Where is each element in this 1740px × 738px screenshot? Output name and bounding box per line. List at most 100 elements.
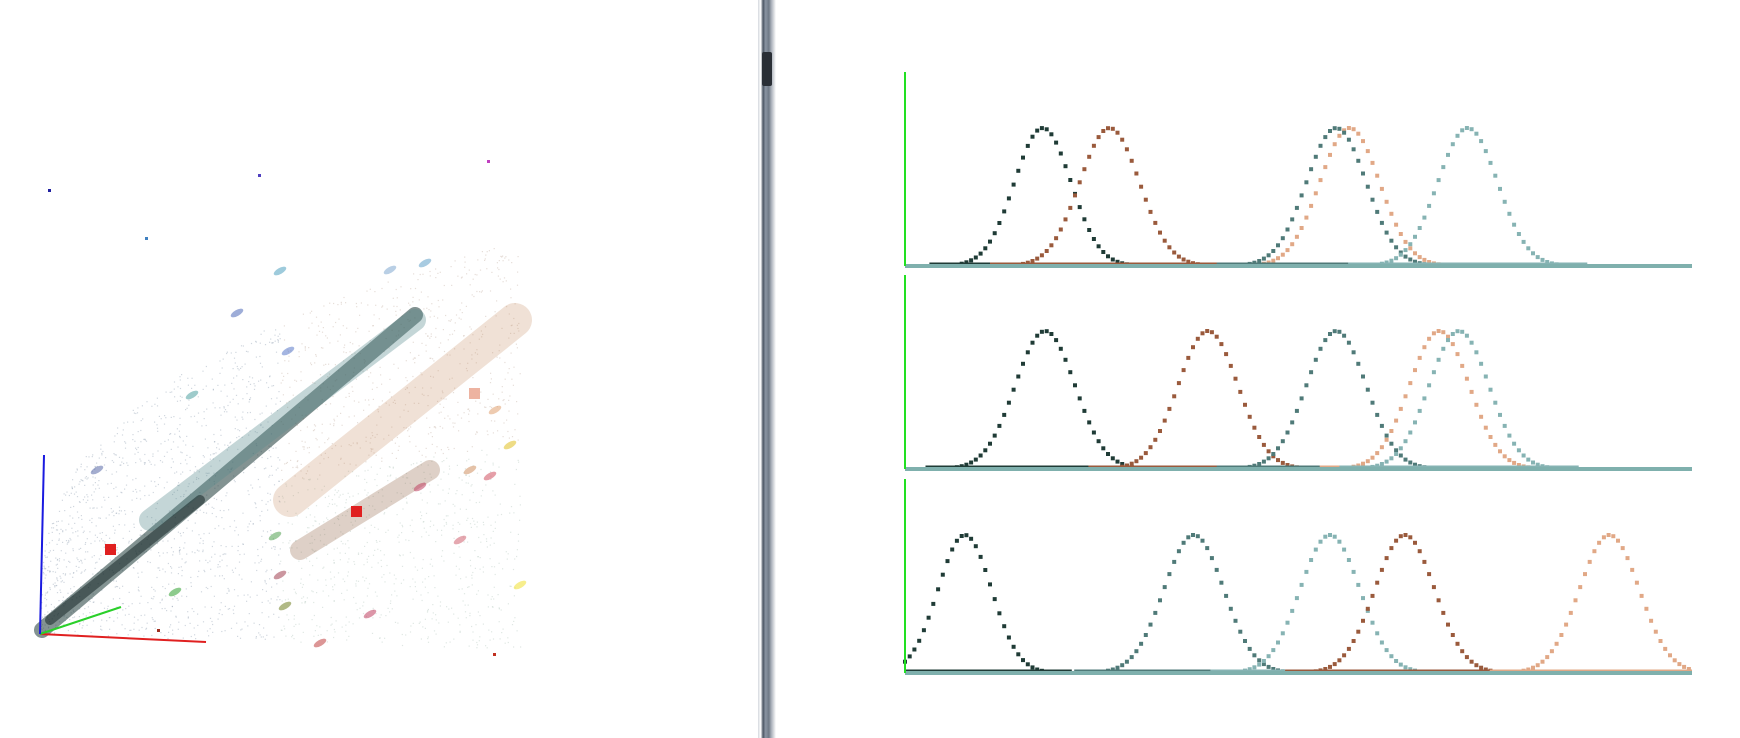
color-scatter-plot[interactable] (0, 0, 758, 738)
scatter-point (194, 552, 196, 554)
scatter-point (143, 462, 145, 464)
curve-point (1002, 412, 1007, 417)
selected-point-marker[interactable] (351, 506, 362, 517)
scatter-point (498, 350, 500, 352)
scatter-point (354, 520, 356, 522)
color-cluster (363, 609, 377, 619)
scatter-point (112, 598, 114, 600)
curve-point (1625, 556, 1630, 561)
curve-point (1176, 381, 1181, 386)
scatter-point (91, 456, 93, 458)
curve-point (1162, 418, 1167, 423)
scatter-point (155, 519, 157, 521)
scatter-point (68, 560, 70, 562)
scatter-point (167, 562, 169, 565)
scatter-point (304, 602, 306, 604)
scatter-point (339, 334, 341, 336)
scatter-point (119, 597, 121, 600)
scatter-point (279, 599, 281, 601)
panel-splitter[interactable] (758, 0, 776, 738)
scatter-view-panel[interactable] (0, 0, 758, 738)
scatter-point (414, 362, 416, 364)
curve-point (1082, 167, 1087, 172)
scatter-point (304, 601, 306, 603)
curve-point (1488, 160, 1493, 165)
scatter-point (58, 558, 61, 560)
scatter-point (314, 516, 316, 518)
scatter-point (435, 619, 437, 621)
scatter-point (498, 607, 500, 609)
curve-point (1025, 350, 1030, 355)
splitter-grip[interactable] (762, 52, 772, 86)
curve-point (1507, 433, 1512, 438)
curve-point (1365, 606, 1370, 611)
scatter-point (492, 606, 494, 608)
curve-point (1446, 622, 1450, 627)
scatter-point (409, 441, 411, 443)
scatter-point (277, 341, 279, 343)
scatter-point (236, 437, 238, 439)
scatter-point (427, 592, 429, 594)
color-cluster (383, 265, 397, 275)
scatter-point (475, 502, 477, 504)
scatter-point (68, 494, 70, 497)
scatter-point (132, 490, 134, 492)
curve-point (1389, 456, 1394, 461)
scatter-point (402, 526, 404, 528)
scatter-point (337, 490, 340, 492)
scatter-point (510, 506, 513, 508)
scatter-point (172, 551, 174, 553)
scatter-point (158, 567, 160, 569)
scatter-point (394, 442, 396, 444)
scatter-point (177, 386, 179, 388)
scatter-point (501, 391, 503, 393)
curve-point (1068, 370, 1073, 375)
scatter-point (270, 465, 273, 467)
curve-point (1498, 412, 1502, 417)
scatter-point (373, 314, 375, 316)
scatter-point (380, 614, 382, 616)
scatter-point (287, 598, 289, 600)
scatter-point (502, 628, 504, 630)
selected-point-marker[interactable] (105, 544, 116, 555)
scatter-point (409, 631, 412, 633)
scatter-point (146, 622, 148, 624)
curve-point (1087, 228, 1092, 232)
scatter-point (471, 574, 473, 576)
scatter-point (249, 430, 251, 432)
scatter-point (95, 525, 97, 527)
scatter-point (300, 429, 302, 432)
curve-point (1172, 394, 1177, 399)
curve-point (1323, 338, 1328, 343)
curve-point (1427, 260, 1432, 264)
scatter-point (48, 542, 51, 544)
curve-point (1611, 534, 1616, 539)
selected-point-marker[interactable] (469, 388, 480, 399)
scatter-point (128, 613, 130, 615)
curve-point (1328, 533, 1332, 537)
scatter-point (72, 617, 74, 619)
scatter-point (362, 576, 364, 578)
scatter-point (406, 387, 408, 389)
scatter-point (172, 461, 174, 463)
scatter-point (92, 454, 94, 456)
scatter-point (463, 348, 465, 350)
scatter-point (368, 583, 371, 585)
scatter-point (461, 479, 463, 481)
scatter-point (365, 440, 367, 442)
scatter-point (81, 627, 83, 629)
scatter-point (187, 617, 189, 619)
scatter-point (220, 390, 222, 392)
scatter-point (182, 440, 184, 442)
gaussian-curve (1348, 126, 1588, 268)
curve-point (1276, 458, 1280, 463)
scatter-point (224, 444, 226, 446)
scatter-point (49, 570, 51, 572)
scatter-point (433, 315, 435, 317)
scatter-point (314, 520, 316, 522)
scatter-point (186, 527, 188, 529)
scatter-point (502, 260, 504, 262)
scatter-point (272, 385, 275, 387)
scatter-point (133, 622, 135, 624)
curve-point (1398, 453, 1403, 458)
